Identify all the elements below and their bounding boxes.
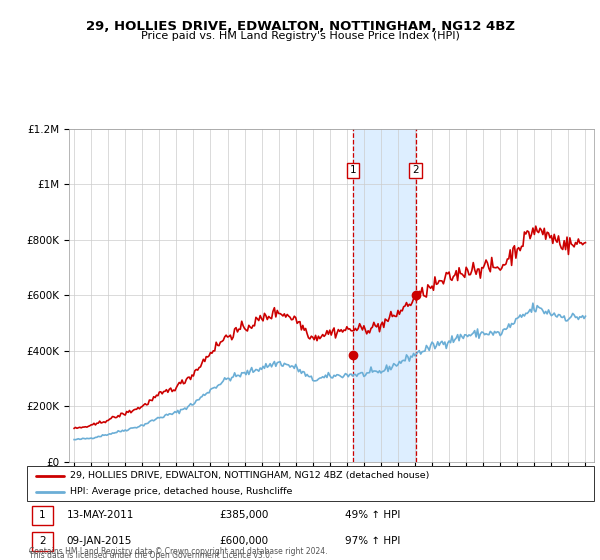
Text: 29, HOLLIES DRIVE, EDWALTON, NOTTINGHAM, NG12 4BZ (detached house): 29, HOLLIES DRIVE, EDWALTON, NOTTINGHAM,… bbox=[70, 472, 429, 480]
Text: Price paid vs. HM Land Registry's House Price Index (HPI): Price paid vs. HM Land Registry's House … bbox=[140, 31, 460, 41]
Bar bbox=[353, 129, 416, 462]
Text: 2: 2 bbox=[412, 165, 419, 175]
Text: £385,000: £385,000 bbox=[220, 510, 269, 520]
Bar bbox=[32, 532, 53, 551]
Text: 49% ↑ HPI: 49% ↑ HPI bbox=[344, 510, 400, 520]
Text: 09-JAN-2015: 09-JAN-2015 bbox=[67, 536, 132, 547]
Text: 13-MAY-2011: 13-MAY-2011 bbox=[67, 510, 134, 520]
Text: 2: 2 bbox=[39, 536, 46, 547]
Text: 97% ↑ HPI: 97% ↑ HPI bbox=[344, 536, 400, 547]
Text: Contains HM Land Registry data © Crown copyright and database right 2024.: Contains HM Land Registry data © Crown c… bbox=[29, 547, 328, 556]
Text: £600,000: £600,000 bbox=[220, 536, 269, 547]
Text: HPI: Average price, detached house, Rushcliffe: HPI: Average price, detached house, Rush… bbox=[70, 487, 292, 496]
Text: 29, HOLLIES DRIVE, EDWALTON, NOTTINGHAM, NG12 4BZ: 29, HOLLIES DRIVE, EDWALTON, NOTTINGHAM,… bbox=[86, 20, 515, 32]
Text: 1: 1 bbox=[39, 510, 46, 520]
Bar bbox=[32, 506, 53, 525]
Text: This data is licensed under the Open Government Licence v3.0.: This data is licensed under the Open Gov… bbox=[29, 551, 272, 560]
Text: 1: 1 bbox=[350, 165, 356, 175]
